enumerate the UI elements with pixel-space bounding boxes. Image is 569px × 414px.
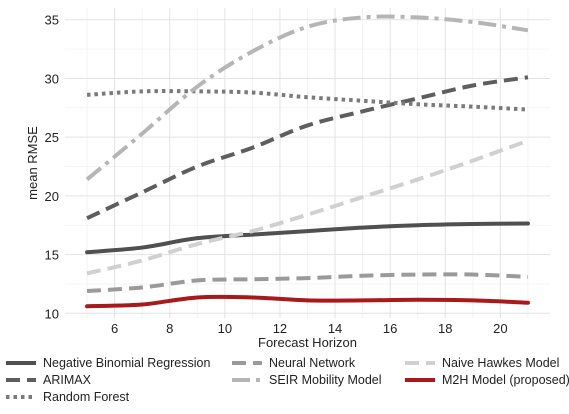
series-line-m2h-model-proposed [85, 294, 530, 309]
y-axis-label: mean RMSE [25, 126, 40, 200]
legend-label-m2h-model-proposed: M2H Model (proposed) [442, 373, 569, 387]
x-tick-label: 20 [493, 321, 507, 336]
x-tick-label: 8 [166, 321, 173, 336]
legend: Negative Binomial Regression Neural Netwo… [6, 356, 569, 404]
x-tick-label: 6 [111, 321, 118, 336]
legend-label-seir-mobility-model: SEIR Mobility Model [269, 373, 382, 387]
series-line-negative-binomial-regression [85, 221, 530, 255]
y-tick-label: 10 [45, 306, 59, 321]
grid-lines [65, 8, 550, 318]
y-tick-label: 15 [45, 248, 59, 263]
y-tick-label: 25 [45, 130, 59, 145]
x-tick-label: 18 [438, 321, 452, 336]
series-line-arimax [86, 75, 529, 221]
series-line-seir-mobility-model [85, 14, 529, 181]
y-tick-label: 30 [45, 71, 59, 86]
legend-label-neural-network: Neural Network [269, 356, 356, 370]
x-tick-label: 16 [383, 321, 397, 336]
series-line-naive-hawkes-model [86, 138, 529, 276]
x-axis-label: Forecast Horizon [258, 335, 357, 350]
legend-label-arimax: ARIMAX [43, 373, 92, 387]
series-line-neural-network [86, 272, 529, 293]
y-tick-label: 20 [45, 189, 59, 204]
legend-label-naive-hawkes-model: Naive Hawkes Model [442, 356, 559, 370]
x-tick-label: 12 [273, 321, 287, 336]
series-line-random-forest [86, 89, 529, 112]
tick-labels: 6 8 10 12 14 16 18 20 10 15 20 25 30 35 [45, 13, 508, 336]
y-tick-label: 35 [45, 13, 59, 28]
legend-label-random-forest: Random Forest [43, 390, 130, 404]
x-tick-label: 14 [328, 321, 342, 336]
series-lines [85, 14, 530, 309]
x-tick-label: 10 [218, 321, 232, 336]
legend-label-negative-binomial-regression: Negative Binomial Regression [43, 356, 210, 370]
